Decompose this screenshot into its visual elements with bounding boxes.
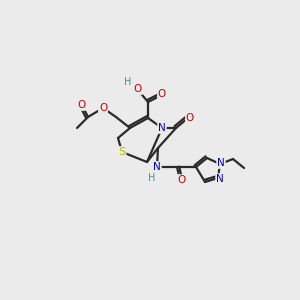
Text: O: O [77,100,85,110]
Text: H: H [148,173,156,183]
Text: N: N [158,123,166,133]
Text: O: O [99,103,107,113]
Text: N: N [153,162,161,172]
Text: O: O [134,84,142,94]
Text: N: N [216,174,224,184]
Text: S: S [118,147,126,157]
Text: O: O [158,89,166,99]
Text: O: O [186,113,194,123]
Text: N: N [217,158,225,168]
Text: H: H [124,77,132,87]
Text: O: O [178,175,186,185]
